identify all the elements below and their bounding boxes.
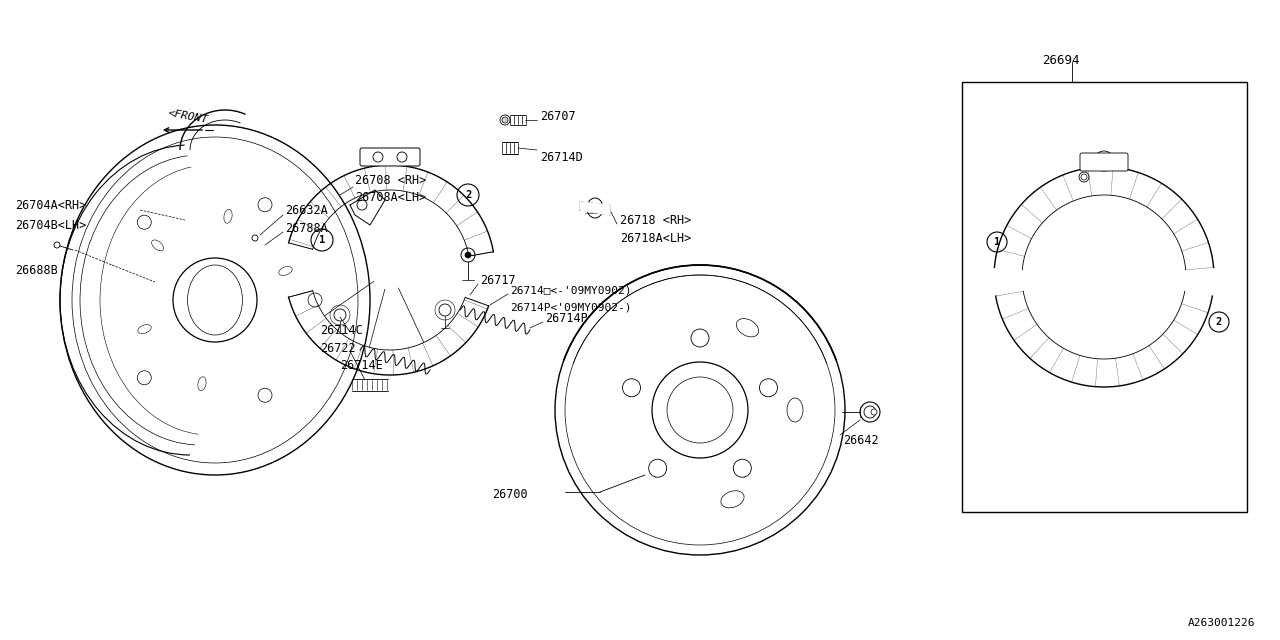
Text: 26722: 26722	[320, 342, 356, 355]
Text: <FRONT: <FRONT	[166, 109, 209, 125]
Text: 1: 1	[993, 237, 1000, 247]
Text: 26632A: 26632A	[285, 204, 328, 216]
Text: 2: 2	[465, 190, 471, 200]
Text: 26700: 26700	[492, 488, 527, 502]
Text: 26642: 26642	[844, 433, 878, 447]
Text: 26694: 26694	[1042, 54, 1079, 67]
Text: 1: 1	[319, 235, 325, 245]
FancyBboxPatch shape	[1080, 153, 1128, 171]
Text: 2: 2	[1216, 317, 1222, 327]
Text: 26714C: 26714C	[320, 323, 362, 337]
Text: 26707: 26707	[540, 109, 576, 122]
Circle shape	[465, 252, 471, 258]
Text: 26632A: 26632A	[1047, 104, 1089, 116]
Text: 26718A<LH>: 26718A<LH>	[620, 232, 691, 244]
Text: 26708A<LH>: 26708A<LH>	[355, 191, 426, 204]
Text: 26714P<'09MY0902-): 26714P<'09MY0902-)	[509, 302, 631, 312]
Circle shape	[502, 117, 508, 123]
Circle shape	[870, 409, 877, 415]
Bar	[963, 82, 1247, 512]
Text: 26708 <RH>: 26708 <RH>	[355, 173, 426, 186]
Text: 26704A<RH>: 26704A<RH>	[15, 198, 86, 211]
Text: 26714P: 26714P	[545, 312, 588, 324]
Text: 26788A: 26788A	[1062, 124, 1105, 136]
Text: 26714E: 26714E	[340, 358, 383, 371]
Text: 26788A: 26788A	[285, 221, 328, 234]
Text: A263001226: A263001226	[1188, 618, 1254, 628]
Polygon shape	[580, 202, 611, 215]
Text: 26717: 26717	[480, 273, 516, 287]
Text: 26714□<-'09MY0902): 26714□<-'09MY0902)	[509, 285, 631, 295]
FancyBboxPatch shape	[360, 148, 420, 166]
Text: 26688B: 26688B	[15, 264, 58, 276]
Text: 26704B<LH>: 26704B<LH>	[15, 218, 86, 232]
Text: 26718 <RH>: 26718 <RH>	[620, 214, 691, 227]
Text: 26714D: 26714D	[540, 150, 582, 163]
